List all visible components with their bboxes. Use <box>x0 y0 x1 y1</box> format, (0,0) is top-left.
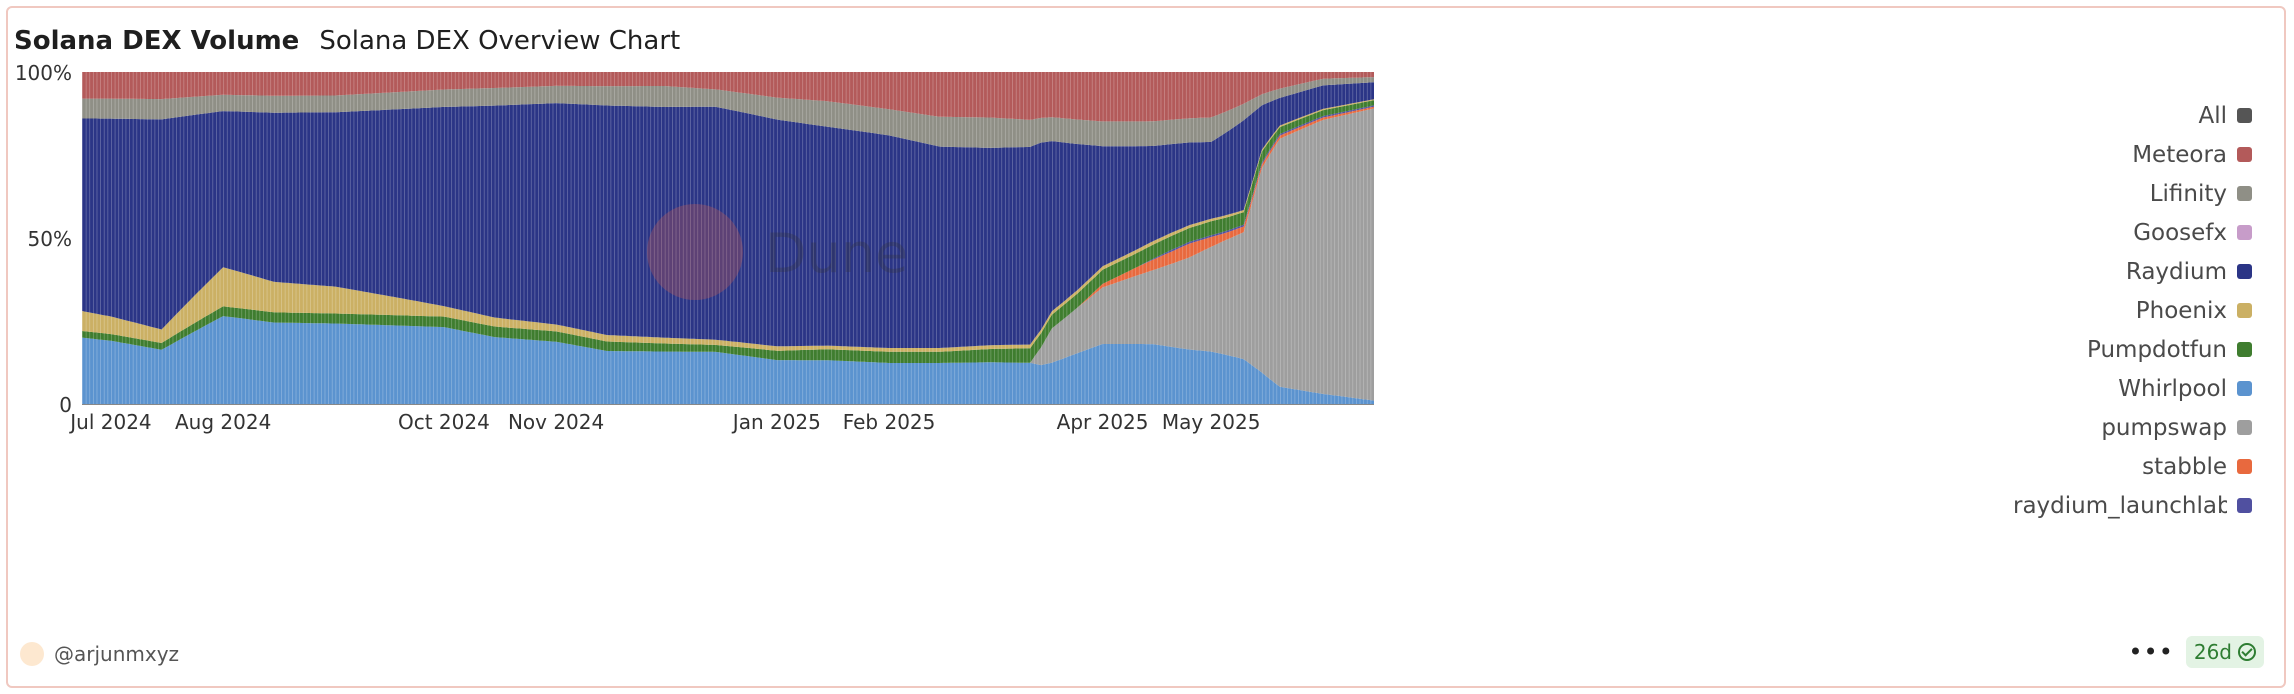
legend-swatch <box>2237 381 2252 396</box>
legend-label: Goosefx <box>2133 219 2227 246</box>
legend-swatch <box>2237 108 2252 123</box>
y-tick-label: 50% <box>28 227 72 251</box>
legend-label: stabble <box>2142 453 2227 480</box>
legend-swatch <box>2237 225 2252 240</box>
legend-item-pumpswap[interactable]: pumpswap <box>2101 408 2252 447</box>
x-tick-label: Apr 2025 <box>1057 410 1149 434</box>
legend-swatch <box>2237 420 2252 435</box>
legend-swatch <box>2237 459 2252 474</box>
x-tick-label: May 2025 <box>1162 410 1261 434</box>
author-link[interactable]: @arjunmxyz <box>20 642 179 666</box>
check-circle-icon <box>2238 643 2256 661</box>
chart-title: Solana DEX Volume <box>14 26 300 56</box>
legend-item-raydium[interactable]: Raydium <box>2126 252 2252 291</box>
x-tick-label: Jul 2024 <box>68 410 151 434</box>
dune-watermark: Dune <box>647 204 908 300</box>
legend-label: Meteora <box>2132 141 2227 168</box>
more-options-icon[interactable]: ••• <box>2128 638 2174 666</box>
age-badge[interactable]: 26d <box>2185 636 2264 668</box>
age-text: 26d <box>2193 640 2232 664</box>
legend-swatch <box>2237 186 2252 201</box>
series-area-whirlpool <box>82 316 1374 404</box>
bar-gridlines <box>82 72 1375 404</box>
watermark-text: Dune <box>765 222 908 285</box>
x-tick-label: Feb 2025 <box>843 410 936 434</box>
legend-item-all[interactable]: All <box>2198 96 2252 135</box>
x-tick-label: Aug 2024 <box>175 410 271 434</box>
chart-legend: All Meteora Lifinity Goosefx Raydium Phoenix P… <box>2013 96 2252 525</box>
legend-label: Whirlpool <box>2118 375 2227 402</box>
legend-swatch <box>2237 147 2252 162</box>
legend-label: All <box>2198 102 2227 129</box>
legend-swatch <box>2237 264 2252 279</box>
legend-swatch <box>2237 342 2252 357</box>
legend-label: Pumpdotfun <box>2087 336 2227 363</box>
author-name[interactable]: @arjunmxyz <box>54 642 180 666</box>
legend-item-goosefx[interactable]: Goosefx <box>2133 213 2252 252</box>
dune-logo-icon <box>647 204 743 300</box>
legend-label: pumpswap <box>2101 414 2227 441</box>
legend-swatch <box>2237 498 2252 513</box>
y-tick-label: 100% <box>15 61 72 85</box>
footer-actions: ••• 26d <box>2128 636 2264 668</box>
series-area-lifinity <box>82 77 1374 148</box>
legend-item-stabble[interactable]: stabble <box>2142 447 2252 486</box>
y-tick-label: 0 <box>59 393 72 417</box>
avatar <box>20 642 44 666</box>
x-tick-label: Nov 2024 <box>508 410 604 434</box>
series-area-raydium <box>82 82 1374 348</box>
legend-label: raydium_launchlab <box>2013 492 2227 519</box>
legend-swatch <box>2237 303 2252 318</box>
x-tick-label: Jan 2025 <box>731 410 821 434</box>
chart-header: Solana DEX Volume Solana DEX Overview Ch… <box>14 26 680 56</box>
legend-label: Phoenix <box>2135 297 2227 324</box>
legend-label: Lifinity <box>2149 180 2227 207</box>
legend-item-whirlpool[interactable]: Whirlpool <box>2118 369 2252 408</box>
area-layer <box>82 72 1374 404</box>
legend-item-raydium-launchlab[interactable]: raydium_launchlab <box>2013 486 2252 525</box>
legend-item-meteora[interactable]: Meteora <box>2132 135 2252 174</box>
x-tick-label: Oct 2024 <box>398 410 490 434</box>
legend-item-lifinity[interactable]: Lifinity <box>2150 174 2252 213</box>
legend-item-pumpdotfun[interactable]: Pumpdotfun <box>2087 330 2252 369</box>
series-area-meteora <box>82 72 1374 122</box>
legend-item-phoenix[interactable]: Phoenix <box>2136 291 2252 330</box>
chart-subtitle: Solana DEX Overview Chart <box>319 26 681 56</box>
legend-label: Raydium <box>2125 258 2227 285</box>
